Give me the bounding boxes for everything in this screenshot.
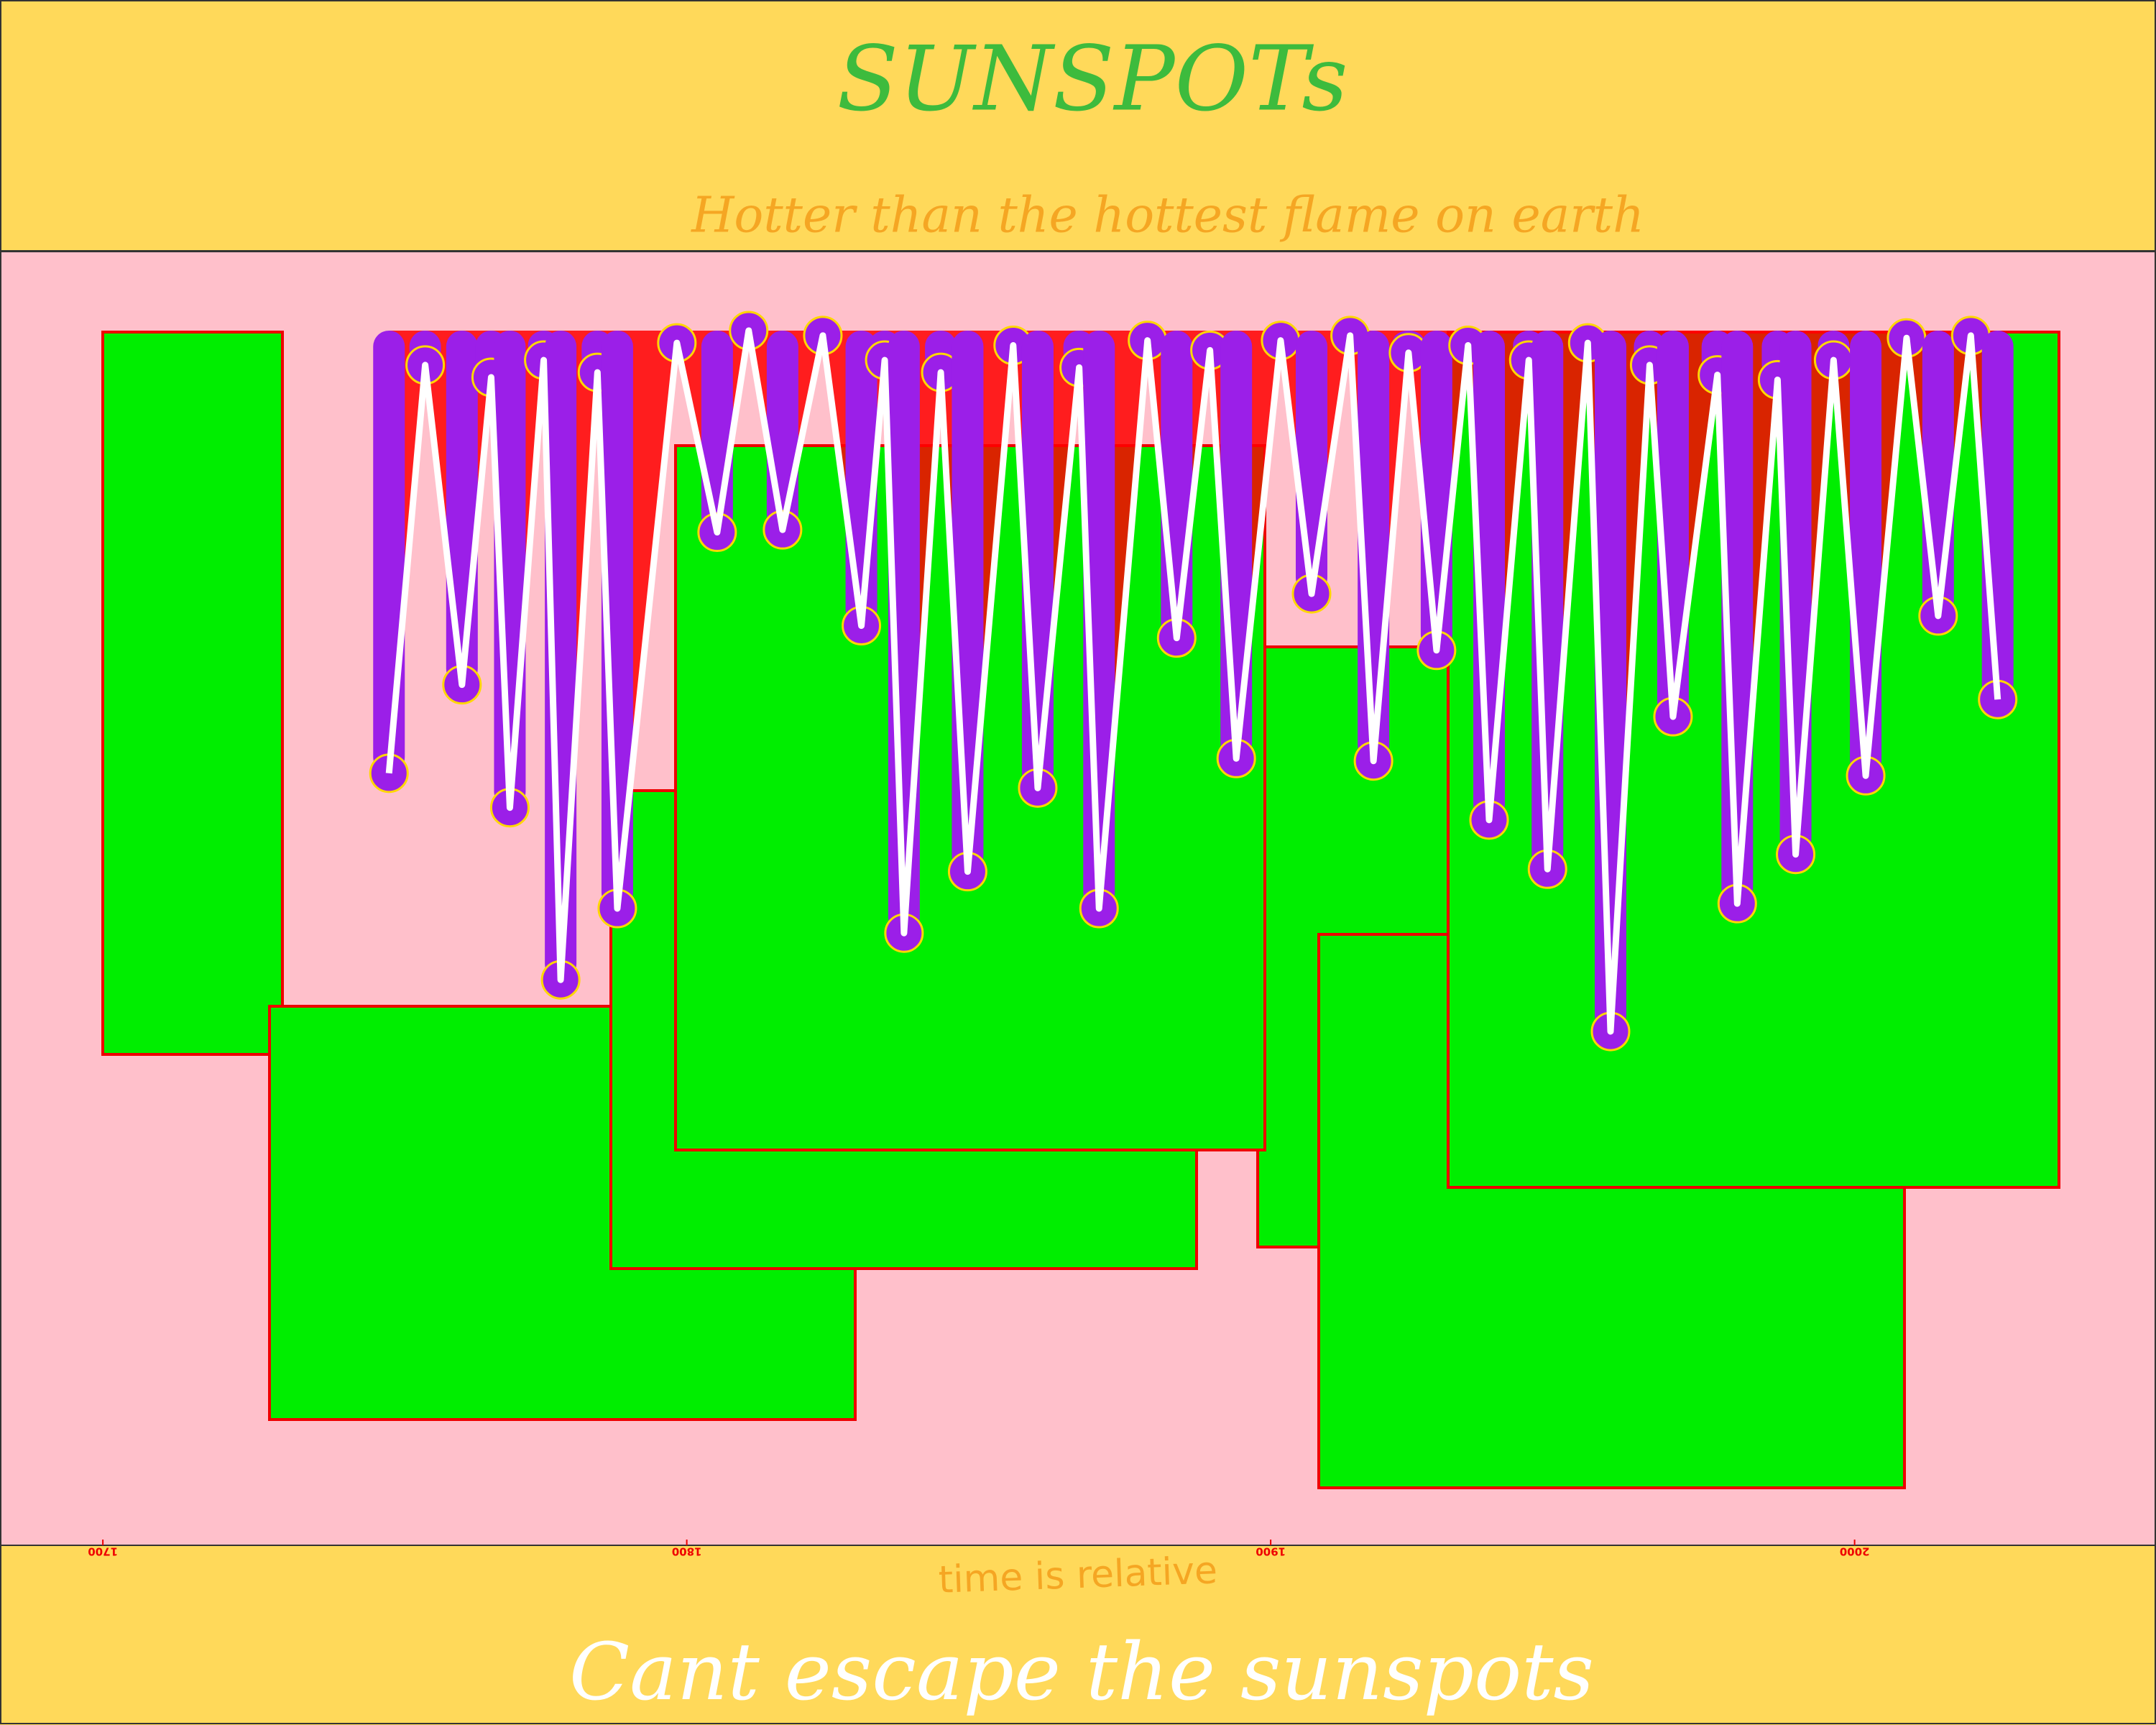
marker-column (373, 331, 405, 773)
line (385, 327, 2001, 1035)
x-tick-label: 1900 (1256, 1545, 1286, 1558)
footer-text: Cant escape the sunspots (569, 1626, 1594, 1718)
header-band (0, 0, 2156, 252)
marker-column (1296, 331, 1327, 594)
chart-title: SUNSPOTs (837, 27, 1348, 132)
x-tick-label: 1700 (88, 1545, 118, 1558)
marker-column (701, 331, 733, 533)
marker-column (1922, 331, 1954, 616)
x-tick-label: 2000 (1840, 1545, 1870, 1558)
marker-column (1850, 331, 1882, 776)
marker-column (1420, 331, 1452, 650)
panel (101, 331, 284, 1056)
footer-band (0, 1545, 2156, 1724)
marker-column (766, 331, 798, 530)
x-tick-label: 1800 (672, 1545, 702, 1558)
x-axis-label: time is relative (938, 1549, 1218, 1602)
marker-column (952, 331, 984, 872)
marker-column (1161, 331, 1193, 638)
chart-subtitle: Hotter than the hottest flame on earth (690, 188, 1644, 244)
